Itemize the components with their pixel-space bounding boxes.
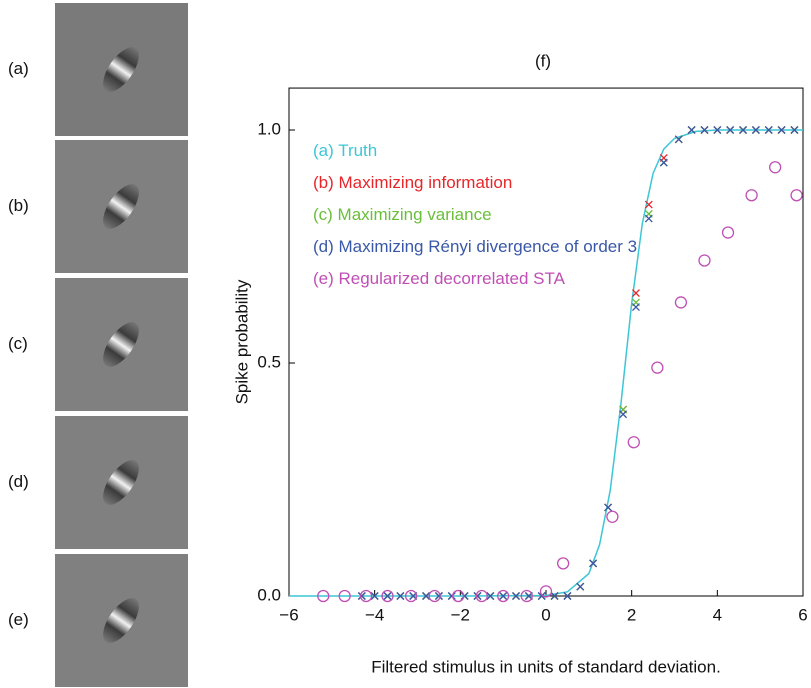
circle-marker	[791, 190, 802, 201]
circle-marker	[628, 437, 639, 448]
circle-marker	[770, 162, 781, 173]
cross-marker	[632, 304, 639, 311]
legend-entry: (c) Maximizing variance	[313, 204, 643, 226]
page: {"panels": {"labels": ["(a)", "(b)", "(c…	[0, 0, 811, 688]
cross-marker	[645, 215, 652, 222]
legend: (a) Truth (b) Maximizing information (c) M…	[313, 140, 643, 300]
y-tick-label: 0.5	[257, 352, 281, 371]
x-tick-label: 0	[541, 605, 550, 624]
legend-entry: (d) Maximizing Rényi divergence of order…	[313, 236, 641, 258]
circle-marker	[699, 255, 710, 266]
x-tick-label: −6	[279, 605, 298, 624]
x-tick-label: 4	[713, 605, 722, 624]
panel-label: (e)	[8, 610, 29, 629]
chart-title: (f)	[535, 52, 551, 71]
x-axis-label: Filtered stimulus in units of standard d…	[371, 657, 721, 676]
circle-marker	[675, 297, 686, 308]
panel-label: (b)	[8, 196, 29, 215]
panel-label: (a)	[8, 59, 29, 78]
x-tick-label: −4	[365, 605, 384, 624]
circle-marker	[607, 511, 618, 522]
circle-marker	[558, 558, 569, 569]
figure: (a) (b) (c) (d) (e) (f) Filtered stimulus in …	[0, 0, 811, 688]
cross-marker	[660, 159, 667, 166]
x-tick-label: 2	[627, 605, 636, 624]
circle-marker	[723, 227, 734, 238]
x-tick-label: 6	[798, 605, 807, 624]
y-tick-label: 0.0	[257, 585, 281, 604]
legend-entry: (e) Regularized decorrelated STA	[313, 268, 643, 290]
legend-entry: (a) Truth	[313, 140, 643, 162]
y-axis-label: Spike probability	[232, 279, 251, 404]
y-tick-label: 1.0	[257, 119, 281, 138]
legend-entry: (b) Maximizing information	[313, 172, 643, 194]
panel-label: (c)	[8, 334, 28, 353]
circle-marker	[746, 190, 757, 201]
x-tick-label: −2	[451, 605, 470, 624]
filter-panels: (a) (b) (c) (d) (e)	[8, 3, 188, 687]
cross-marker	[577, 583, 584, 590]
cross-marker	[620, 411, 627, 418]
panel-label: (d)	[8, 472, 29, 491]
circle-marker	[652, 362, 663, 373]
